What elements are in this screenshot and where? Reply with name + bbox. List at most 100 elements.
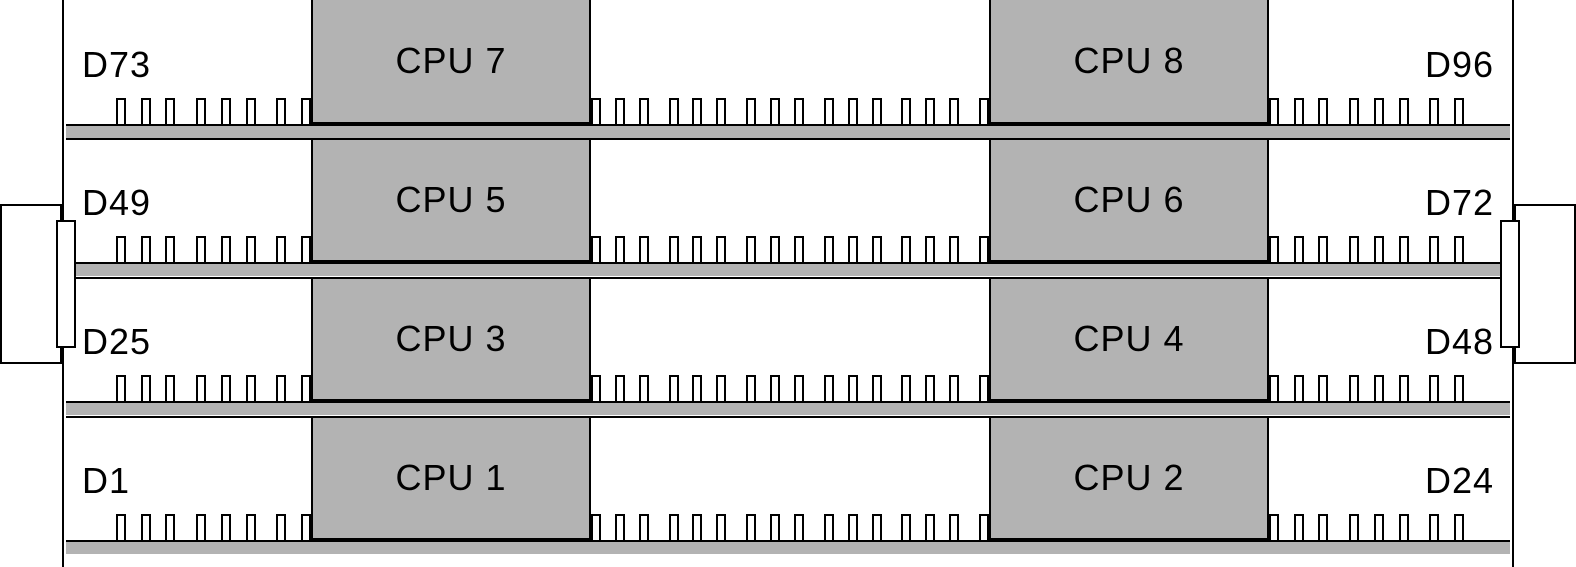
dimm-slot [872,236,882,262]
dimm-slot [1294,236,1304,262]
dimm-slot [1374,375,1384,401]
dimm-group [1269,375,1464,401]
dimm-slot [716,98,726,124]
dimm-slot [165,236,175,262]
dimm-slot [1454,375,1464,401]
dimm-slot [615,514,625,540]
rack-ear-left [0,204,62,364]
dimm-slot [615,98,625,124]
dimm-slot [949,514,959,540]
dimm-group [591,514,989,540]
dimm-slot [794,98,804,124]
server-row: CPU 1CPU 2D1D24 [66,416,1510,554]
dimm-slot [1374,98,1384,124]
dimm-slot [1429,514,1439,540]
row-base-rail [66,540,1510,554]
dimm-slot [848,98,858,124]
dimm-slot [1318,375,1328,401]
dimm-slot [669,375,679,401]
dimm-slot [165,514,175,540]
dimm-slot [1399,514,1409,540]
dimm-slot [141,236,151,262]
dimm-slot [301,375,311,401]
dimm-slot [716,375,726,401]
dimm-slot [301,98,311,124]
dimm-range-label-right: D72 [1425,182,1494,224]
dimm-slot [116,236,126,262]
dimm-slot [1318,98,1328,124]
dimm-slot [794,236,804,262]
dimm-slot [1429,236,1439,262]
dimm-slot [716,514,726,540]
dimm-slot [1454,236,1464,262]
dimm-slot [615,375,625,401]
dimm-slot [824,375,834,401]
chassis-frame: CPU 7CPU 8D73D96CPU 5CPU 6D49D72CPU 3CPU… [62,0,1514,567]
dimm-slot [1269,98,1279,124]
dimm-slot [872,98,882,124]
dimm-slot [669,514,679,540]
dimm-slot [141,514,151,540]
dimm-slot [1269,514,1279,540]
dimm-slot [979,98,989,124]
rack-ear-left-inner [56,220,76,348]
dimm-slot [716,236,726,262]
dimm-slot [848,514,858,540]
dimm-slot [1399,98,1409,124]
dimm-slot [141,98,151,124]
dimm-slot [692,236,702,262]
dimm-slot [196,514,206,540]
dimm-range-label-left: D49 [82,182,151,224]
dimm-slot [1269,236,1279,262]
dimm-slot [221,98,231,124]
dimm-slot [746,514,756,540]
dimm-slot [301,514,311,540]
dimm-slot [1454,98,1464,124]
dimm-slot [276,236,286,262]
cpu-block-right: CPU 6 [989,140,1269,262]
dimm-slot [925,375,935,401]
dimm-slot [824,514,834,540]
dimm-slot [276,514,286,540]
cpu-block-right: CPU 2 [989,418,1269,540]
dimm-slot [165,98,175,124]
dimm-group [1269,514,1464,540]
dimm-slot [901,98,911,124]
dimm-group [1269,98,1464,124]
dimm-slot [1429,375,1439,401]
dimm-slot [116,514,126,540]
dimm-slot [1269,375,1279,401]
row-base-rail [66,262,1510,276]
dimm-slot [746,375,756,401]
server-row: CPU 7CPU 8D73D96 [66,0,1510,138]
dimm-slot [221,236,231,262]
dimm-slot [116,98,126,124]
dimm-slot [615,236,625,262]
rack-ear-right-inner [1500,220,1520,348]
dimm-slot [1349,375,1359,401]
dimm-slot [196,375,206,401]
dimm-slot [901,514,911,540]
dimm-slot [824,98,834,124]
dimm-slot [165,375,175,401]
dimm-slot [669,236,679,262]
dimm-slot [1294,375,1304,401]
dimm-slot [639,98,649,124]
cpu-block-left: CPU 1 [311,418,591,540]
dimm-slot [692,98,702,124]
dimm-slot [196,98,206,124]
dimm-slot [1349,236,1359,262]
dimm-slot [925,98,935,124]
dimm-slot [1399,375,1409,401]
dimm-slot [925,514,935,540]
dimm-slot [949,98,959,124]
dimm-slot [848,236,858,262]
dimm-slot [901,236,911,262]
dimm-slot [979,236,989,262]
dimm-group [591,98,989,124]
dimm-slot [301,236,311,262]
dimm-slot [949,375,959,401]
server-row: CPU 3CPU 4D25D48 [66,277,1510,415]
dimm-slot [591,236,601,262]
dimm-slot [770,98,780,124]
